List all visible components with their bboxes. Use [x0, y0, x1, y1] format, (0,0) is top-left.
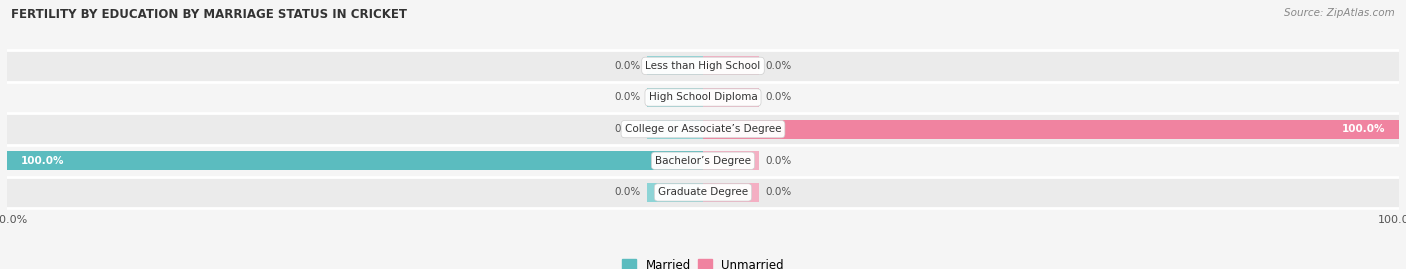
Text: 0.0%: 0.0%: [766, 93, 792, 102]
Bar: [703, 183, 759, 202]
Bar: [7, 145, 1399, 176]
Legend: Married, Unmarried: Married, Unmarried: [617, 254, 789, 269]
Bar: [647, 88, 703, 107]
Text: Graduate Degree: Graduate Degree: [658, 187, 748, 197]
Bar: [7, 151, 703, 170]
Text: 100.0%: 100.0%: [1341, 124, 1385, 134]
Text: 100.0%: 100.0%: [21, 156, 65, 166]
Bar: [647, 120, 703, 139]
Bar: [647, 56, 703, 75]
Text: College or Associate’s Degree: College or Associate’s Degree: [624, 124, 782, 134]
Bar: [703, 56, 759, 75]
Text: 0.0%: 0.0%: [766, 156, 792, 166]
Bar: [7, 176, 1399, 208]
Bar: [7, 82, 1399, 113]
Bar: [7, 50, 1399, 82]
Text: 0.0%: 0.0%: [614, 124, 640, 134]
Text: Bachelor’s Degree: Bachelor’s Degree: [655, 156, 751, 166]
Text: FERTILITY BY EDUCATION BY MARRIAGE STATUS IN CRICKET: FERTILITY BY EDUCATION BY MARRIAGE STATU…: [11, 8, 408, 21]
Text: Less than High School: Less than High School: [645, 61, 761, 71]
Text: 0.0%: 0.0%: [766, 61, 792, 71]
Text: Source: ZipAtlas.com: Source: ZipAtlas.com: [1284, 8, 1395, 18]
Bar: [7, 113, 1399, 145]
Text: 0.0%: 0.0%: [614, 61, 640, 71]
Bar: [703, 151, 759, 170]
Bar: [647, 183, 703, 202]
Text: 0.0%: 0.0%: [614, 93, 640, 102]
Text: 0.0%: 0.0%: [614, 187, 640, 197]
Text: High School Diploma: High School Diploma: [648, 93, 758, 102]
Bar: [703, 120, 1399, 139]
Bar: [703, 88, 759, 107]
Text: 0.0%: 0.0%: [766, 187, 792, 197]
